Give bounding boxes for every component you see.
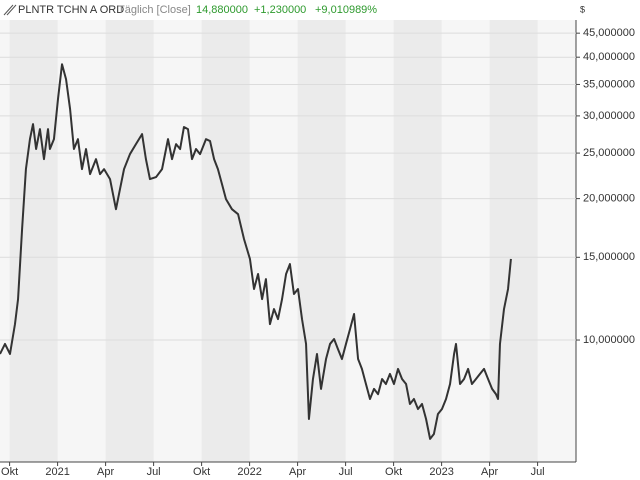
- y-tick-label: 40,000000: [583, 51, 635, 63]
- period-band: [9, 20, 58, 462]
- plot-background: [0, 20, 576, 462]
- y-tick-label: 10,000000: [583, 334, 635, 346]
- price-line: [0, 63, 512, 440]
- x-tick-label: Apr: [97, 466, 114, 478]
- y-tick-label: 15,000000: [583, 251, 635, 263]
- x-tick-label: 2021: [45, 466, 69, 478]
- x-tick-label: Apr: [289, 466, 306, 478]
- chart-title: PLNTR TCHN A ORD: [18, 4, 124, 16]
- percent-change: +9,010989%: [315, 4, 377, 16]
- y-tick-label: 25,000000: [583, 147, 635, 159]
- x-tick-label: Okt: [1, 466, 18, 478]
- last-price: 14,880000: [196, 4, 248, 16]
- x-tick-label: Jul: [339, 466, 353, 478]
- y-unit: $: [580, 4, 585, 14]
- x-tick-label: Jul: [531, 466, 545, 478]
- y-tick-label: 20,000000: [583, 193, 635, 205]
- x-tick-label: Okt: [385, 466, 402, 478]
- period-band: [297, 20, 346, 462]
- y-tick-label: 35,000000: [583, 78, 635, 90]
- chart-subtitle: Täglich [Close]: [118, 4, 191, 16]
- x-tick-label: 2023: [429, 466, 453, 478]
- period-band: [393, 20, 442, 462]
- y-tick-label: 45,000000: [583, 27, 635, 39]
- period-band: [105, 20, 154, 462]
- x-tick-label: Apr: [481, 466, 498, 478]
- price-change: +1,230000: [254, 4, 306, 16]
- x-tick-label: 2022: [237, 466, 261, 478]
- y-tick-label: 30,000000: [583, 110, 635, 122]
- x-tick-label: Jul: [147, 466, 161, 478]
- x-tick-label: Okt: [193, 466, 210, 478]
- period-band: [201, 20, 250, 462]
- chart-icon: [3, 4, 17, 16]
